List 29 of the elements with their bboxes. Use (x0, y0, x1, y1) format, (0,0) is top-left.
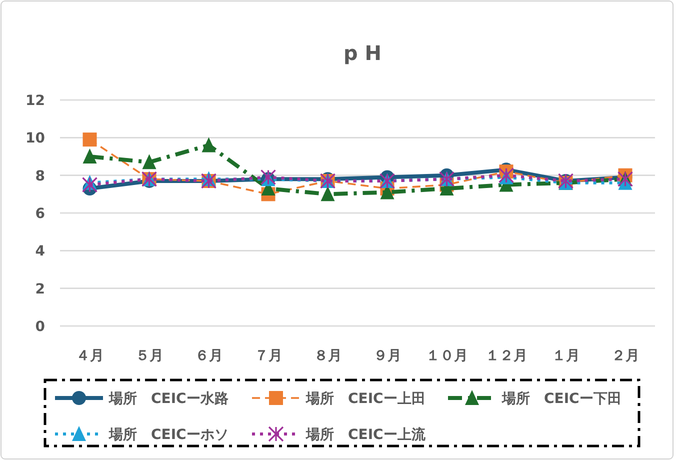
y-tick-label: 6 (35, 206, 45, 222)
y-tick-label: 4 (35, 244, 46, 260)
point (202, 137, 216, 152)
x-tick-label: １２月 (485, 348, 528, 364)
chart-title: p H (343, 41, 382, 65)
x-tick-label: ５月 (135, 348, 164, 364)
y-tick-label: 12 (26, 93, 45, 109)
point (82, 176, 98, 193)
y-tick-label: 10 (26, 130, 46, 147)
x-tick-label: ８月 (314, 348, 342, 364)
legend-label: 場所 CEICーホソ (108, 427, 228, 443)
legend-label: 場所 CEICー下田 (501, 391, 622, 407)
point (320, 186, 335, 202)
x-tick-label: １月 (552, 348, 580, 364)
y-tick-label: 2 (35, 281, 45, 298)
x-tick-label: ７月 (254, 348, 282, 364)
x-tick-label: ９月 (373, 348, 402, 364)
legend-label: 場所 CEICー上流 (305, 426, 426, 443)
x-tick-label: ４月 (76, 348, 104, 364)
y-tick-label: 0 (35, 319, 46, 335)
x-tick-label: ２月 (611, 348, 640, 364)
legend-label: 場所 CEICー上田 (305, 391, 426, 407)
y-tick-label: 8 (35, 168, 45, 184)
x-tick-label: ６月 (194, 348, 223, 364)
point (82, 132, 97, 147)
point (82, 148, 97, 164)
point (142, 154, 156, 170)
legend-label: 場所 CEICー水路 (108, 391, 228, 407)
x-tick-label: １０月 (426, 348, 468, 364)
